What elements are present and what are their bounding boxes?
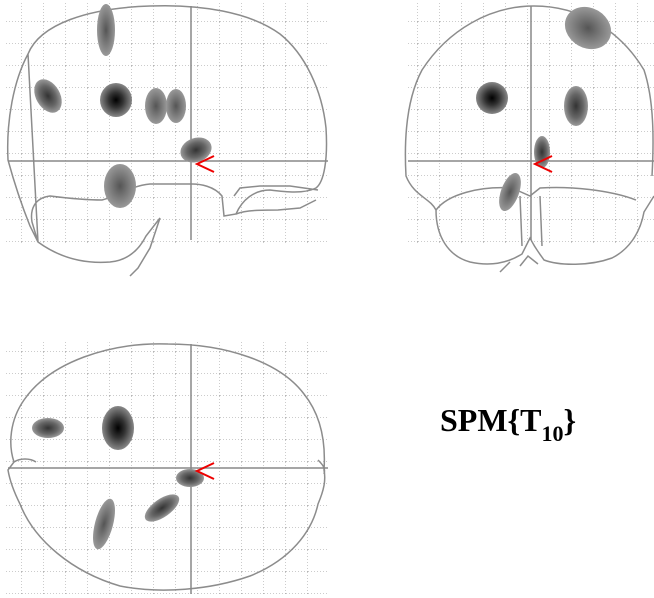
axial-grid bbox=[4, 340, 328, 594]
statistic-label-suffix: } bbox=[563, 402, 577, 438]
coronal-view bbox=[404, 2, 654, 273]
statistic-label: SPM{T10} bbox=[440, 402, 576, 447]
axial-cursor bbox=[194, 462, 215, 480]
axial-brain-outline bbox=[7, 343, 326, 591]
blob bbox=[534, 136, 550, 168]
blob bbox=[176, 469, 204, 487]
sagittal-brain-outline bbox=[6, 4, 328, 277]
sagittal-grid bbox=[4, 2, 328, 244]
coronal-cursor bbox=[532, 155, 553, 173]
blob bbox=[145, 88, 167, 124]
blob bbox=[104, 164, 136, 208]
blob bbox=[102, 406, 134, 450]
blob bbox=[97, 4, 115, 56]
statistic-label-prefix: SPM{T bbox=[440, 402, 542, 438]
blob bbox=[93, 498, 115, 550]
blob bbox=[180, 137, 212, 163]
coronal-grid bbox=[406, 2, 654, 244]
sagittal-view bbox=[4, 2, 328, 277]
axial-view bbox=[4, 340, 328, 594]
sagittal-cursor bbox=[194, 155, 215, 173]
blob bbox=[100, 83, 132, 117]
blob bbox=[476, 82, 508, 114]
sagittal-brain-outline-detail bbox=[233, 185, 319, 215]
blob bbox=[166, 89, 186, 123]
axial-brain-outline-detail bbox=[13, 458, 326, 475]
coronal-brain-outline-detail bbox=[435, 186, 637, 273]
blob bbox=[34, 79, 62, 113]
blob bbox=[564, 86, 588, 126]
blob bbox=[32, 418, 64, 438]
statistic-label-dof: 10 bbox=[541, 421, 564, 446]
blob bbox=[144, 494, 180, 522]
blob bbox=[499, 172, 521, 212]
blob bbox=[564, 6, 612, 50]
